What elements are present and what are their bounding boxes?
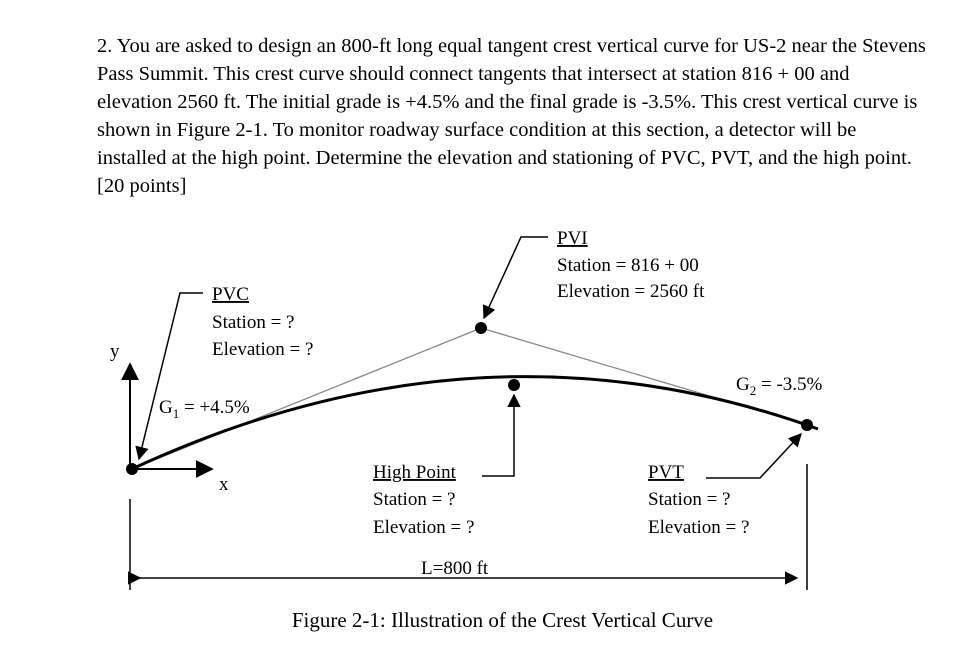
pvi-title: PVI (557, 228, 588, 249)
pvt-point (801, 419, 813, 431)
x-axis-label: x (219, 474, 229, 495)
g2-label: G2 = -3.5% (736, 374, 823, 398)
pvc-leader (135, 292, 203, 461)
crest-curve (131, 375, 819, 471)
figure-caption: Figure 2-1: Illustration of the Crest Ve… (291, 608, 714, 632)
pvi-point (475, 322, 487, 334)
pvt-leader (706, 433, 802, 479)
pvi-leader (482, 236, 548, 320)
pvc-station: Station = ? (212, 312, 295, 333)
pvi-elevation: Elevation = 2560 ft (557, 281, 705, 302)
high-point-elevation: Elevation = ? (373, 517, 474, 538)
pvt-title: PVT (648, 462, 684, 483)
pvc-title: PVC (212, 284, 249, 305)
problem-statement: 2. You are asked to design an 800-ft lon… (97, 35, 926, 197)
high-point-marker (508, 379, 520, 391)
pvt-elevation: Elevation = ? (648, 517, 749, 538)
pvi-station: Station = 816 + 00 (557, 255, 699, 276)
y-axis-label: y (110, 341, 120, 362)
length-label: L=800 ft (421, 558, 489, 579)
g1-label: G1 = +4.5% (159, 397, 250, 421)
pvc-elevation: Elevation = ? (212, 339, 313, 360)
high-point-station: Station = ? (373, 489, 456, 510)
pvc-point (126, 463, 138, 475)
pvt-station: Station = ? (648, 489, 731, 510)
high-point-leader (482, 393, 521, 477)
high-point-title: High Point (373, 462, 457, 483)
